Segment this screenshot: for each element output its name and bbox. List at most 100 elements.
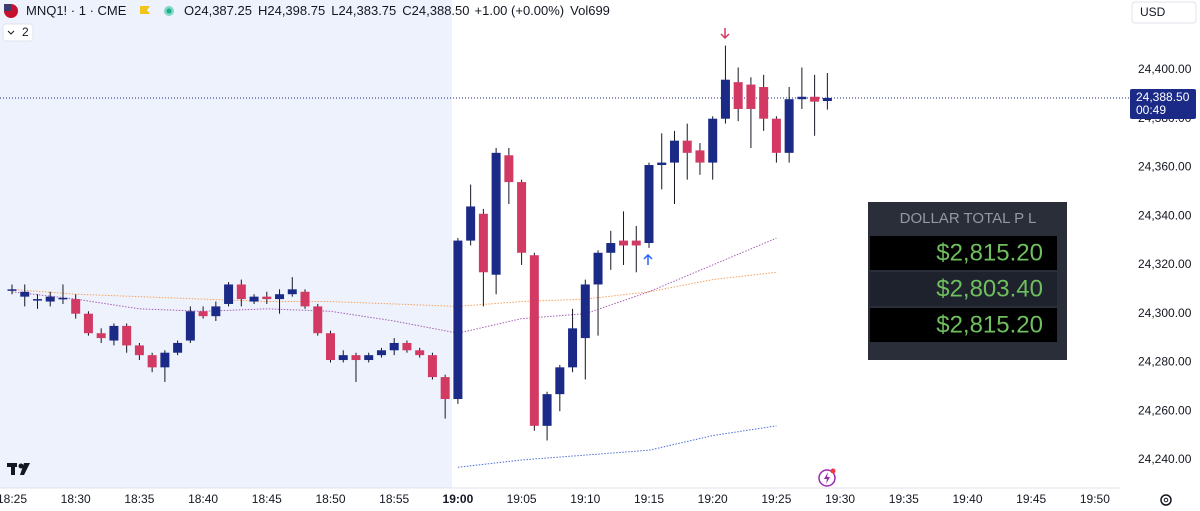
indicator-toggle[interactable]: [2, 23, 34, 42]
currency-button[interactable]: [1131, 1, 1197, 24]
currency: USD: [1140, 5, 1166, 19]
candle-body: [275, 294, 285, 300]
candle-body: [338, 355, 348, 361]
flag-icon: [4, 4, 18, 18]
moving-average: [457, 425, 777, 468]
ohlc-label: C: [402, 3, 411, 18]
x-tick-label: 19:50: [1080, 492, 1110, 506]
alert-icon[interactable]: [818, 468, 836, 487]
candle-body: [122, 325, 132, 346]
x-tick-label: 19:15: [634, 492, 664, 506]
candle-body: [402, 342, 412, 351]
candle-body: [797, 96, 807, 100]
x-tick-label: 19:40: [952, 492, 982, 506]
candle-body: [287, 289, 297, 295]
x-tick-label: 18:40: [188, 492, 218, 506]
candle-body: [542, 394, 552, 426]
candle-body: [173, 342, 183, 353]
tv-logo: [7, 463, 30, 475]
x-tick-label: 19:10: [570, 492, 600, 506]
candle-body: [364, 355, 374, 361]
candle-body: [784, 99, 794, 153]
x-tick-label: 18:35: [124, 492, 154, 506]
candle-body: [7, 289, 17, 291]
y-tick-label: 24,260.00: [1138, 403, 1192, 417]
moving-average: [11, 237, 777, 334]
countdown: 00:49: [1136, 103, 1166, 117]
x-tick-label: 19:05: [507, 492, 537, 506]
x-tick-label: 18:45: [252, 492, 282, 506]
pnl-value: $2,815.20: [936, 239, 1043, 266]
candle-body: [262, 296, 272, 300]
volume: Vol699: [570, 3, 610, 18]
candle-body: [198, 311, 208, 317]
candle-body: [619, 240, 629, 246]
candle-body: [389, 342, 399, 351]
flag-marker: [140, 6, 150, 14]
candle-body: [644, 165, 654, 244]
symbol: MNQ1! · 1 · CME: [26, 3, 127, 18]
candle-body: [71, 299, 81, 314]
x-tick-label: 19:45: [1016, 492, 1046, 506]
candle-body: [45, 296, 55, 302]
candle-body: [20, 291, 30, 297]
candle-body: [555, 367, 565, 395]
candle-body: [695, 150, 705, 163]
candle-body: [593, 252, 603, 285]
candle-body: [224, 284, 234, 304]
x-tick-label: 18:30: [61, 492, 91, 506]
pnl-title: DOLLAR TOTAL P L: [900, 210, 1037, 227]
candle-body: [160, 352, 170, 368]
y-tick-label: 24,240.00: [1138, 452, 1192, 466]
pnl-row: [870, 236, 1057, 270]
y-tick-label: 24,340.00: [1138, 208, 1192, 222]
candle-body: [58, 297, 68, 300]
last-price-box: [1130, 88, 1196, 119]
y-tick-label: 24,360.00: [1138, 160, 1192, 174]
candle-body: [415, 350, 425, 356]
candle-body: [211, 306, 221, 317]
candle-body: [669, 140, 679, 163]
ohlc-value: 24,383.75: [338, 3, 396, 18]
candle-body: [478, 213, 488, 273]
plot: 24,240.00 24,260.00 24,280.00 24,300.00 24,3…: [0, 45, 1196, 506]
candle-body: [376, 350, 386, 356]
ohlc-label: H: [258, 3, 267, 18]
candle-body: [96, 333, 106, 339]
candle-body: [759, 87, 769, 119]
pnl-rows: $2,815.20 $2,803.40 $2,815.20: [870, 236, 1057, 342]
candle-body: [185, 311, 195, 341]
pnl-panel: DOLLAR TOTAL P L $2,815.20$2,803.40$2,81…: [868, 202, 1067, 360]
candle-body: [720, 79, 730, 119]
candle-body: [109, 325, 119, 341]
indicator-count: 2: [22, 25, 29, 39]
y-tick-label: 24,320.00: [1138, 257, 1192, 271]
ohlc-label: O: [184, 3, 194, 18]
candle-body: [822, 97, 832, 102]
x-tick-label: 18:55: [379, 492, 409, 506]
chevron: [7, 30, 15, 35]
candle-body: [453, 240, 463, 400]
x-tick-label: 19:25: [761, 492, 791, 506]
candle-body: [631, 240, 641, 246]
settings-gear[interactable]: [1160, 494, 1172, 506]
buy-arrow: [643, 253, 653, 265]
candle-body: [517, 182, 527, 253]
candle-body: [733, 82, 743, 109]
header-text: MNQ1! · 1 · CME O24,387.25 H24,398.75 L24,3…: [26, 3, 610, 18]
y-tick-label: 24,280.00: [1138, 355, 1192, 369]
header: MNQ1! · 1 · CME O24,387.25 H24,398.75 L24,3…: [26, 3, 610, 18]
ohlc-value: 24,387.25: [194, 3, 252, 18]
candle-body: [83, 313, 93, 334]
candle-body: [326, 333, 335, 361]
ohlc-label: L: [331, 3, 338, 18]
candle-body: [746, 84, 756, 109]
session-shade: [0, 0, 452, 488]
last-price-label: 24,388.50: [1136, 90, 1190, 104]
candle-body: [708, 118, 718, 163]
y-tick-label: 24,300.00: [1138, 306, 1192, 320]
candle-body: [771, 118, 781, 153]
change: +1.00 (+0.00%): [475, 3, 565, 18]
ohlc-value: 24,398.75: [267, 3, 325, 18]
candle-body: [810, 96, 820, 102]
